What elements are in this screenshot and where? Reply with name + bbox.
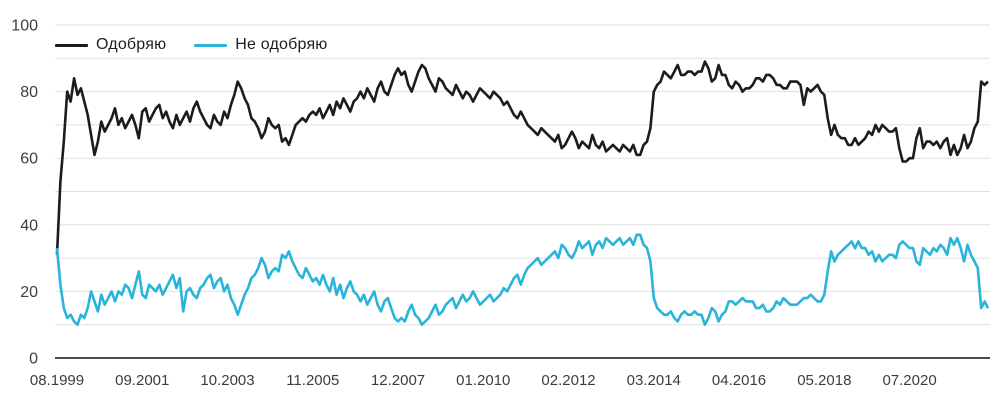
y-tick-label: 60 <box>20 151 38 168</box>
y-tick-label: 40 <box>20 217 38 234</box>
y-tick-label: 80 <box>20 84 38 101</box>
x-tick-label: 09.2001 <box>115 372 169 389</box>
y-tick-label: 100 <box>11 18 38 35</box>
x-tick-label: 10.2003 <box>200 372 254 389</box>
x-tick-label: 05.2018 <box>797 372 851 389</box>
series-line-disapprove <box>55 233 990 327</box>
x-tick-label: 11.2005 <box>286 372 339 389</box>
series-line-approve <box>55 60 989 255</box>
legend-label-approve: Одобряю <box>96 36 167 53</box>
y-tick-label: 0 <box>29 351 38 368</box>
x-tick-label: 01.2010 <box>456 372 510 389</box>
legend-label-disapprove: Не одобряю <box>235 36 328 53</box>
x-tick-label: 08.1999 <box>30 372 84 389</box>
legend-line-approve-icon <box>55 43 88 47</box>
x-tick-label: 02.2012 <box>541 372 595 389</box>
x-tick-label: 07.2020 <box>882 372 936 389</box>
legend-item-approve: Одобряю <box>55 36 166 54</box>
legend-item-disapprove: Не одобряю <box>194 36 327 54</box>
legend: Одобряю Не одобряю <box>55 36 328 54</box>
y-tick-label: 20 <box>20 284 38 301</box>
x-tick-label: 12.2007 <box>371 372 425 389</box>
x-tick-label: 04.2016 <box>712 372 766 389</box>
legend-line-disapprove-icon <box>194 43 228 47</box>
x-tick-label: 03.2014 <box>627 372 681 389</box>
